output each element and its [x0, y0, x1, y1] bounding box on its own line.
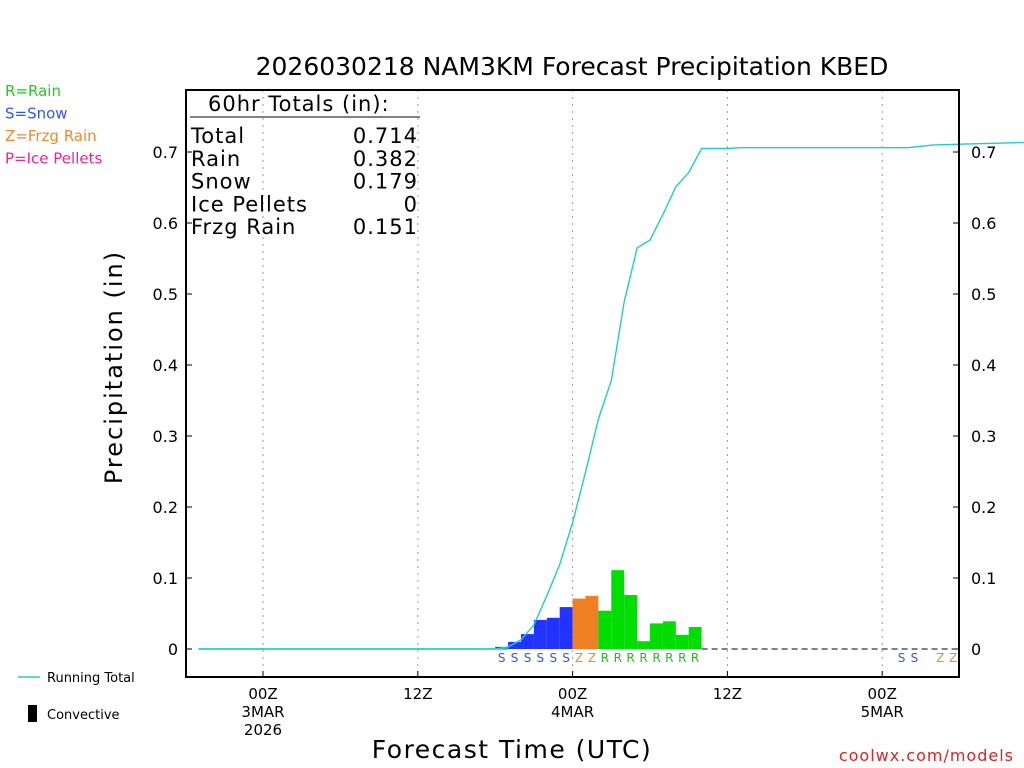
y-tick-label-right: 0.7	[971, 143, 996, 162]
x-tick-label: 00Z	[248, 685, 277, 703]
totals-label: Total	[190, 124, 245, 148]
convective-legend-label: Convective	[47, 708, 120, 723]
totals-label: Ice Pellets	[191, 192, 308, 216]
totals-title: 60hr Totals (in):	[208, 92, 390, 116]
y-axis-right: 0 0.1 0.2 0.3 0.4 0.5 0.6 0.7	[953, 143, 996, 659]
totals-rows: Total 0.714 Rain 0.382 Snow 0.179 Ice Pellets 0…	[190, 124, 418, 239]
x-tick-label: 00Z	[868, 685, 897, 703]
precip-type-letter: R	[678, 651, 686, 665]
y-tick-label-right: 0.1	[971, 569, 996, 588]
legend-entry: S=Snow	[5, 105, 68, 123]
legend-entry: R=Rain	[5, 82, 61, 100]
precip-type-letter: S	[536, 651, 544, 665]
precip-type-letter: R	[639, 651, 647, 665]
precip-type-letter: S	[562, 651, 570, 665]
precip-bar	[585, 595, 599, 650]
x-tick-label: 12Z	[403, 685, 432, 703]
precip-bar	[598, 610, 612, 649]
x-tick-label: 5MAR	[861, 703, 904, 721]
legend-entry: Z=Frzg Rain	[5, 127, 97, 145]
precip-type-letter: Z	[936, 651, 944, 665]
y-tick-label: 0.1	[153, 569, 178, 588]
precip-bar	[688, 627, 702, 649]
y-tick-label-right: 0	[971, 640, 981, 659]
precip-bar	[637, 641, 650, 649]
precip-bar	[650, 623, 663, 649]
precip-bar	[521, 634, 534, 649]
y-tick-label: 0.6	[153, 214, 178, 233]
y-axis-left: 0 0.1 0.2 0.3 0.4 0.5 0.6 0.7	[153, 143, 192, 659]
x-tick-label: 3MAR	[241, 703, 284, 721]
precip-type-letter: S	[898, 651, 906, 665]
precip-bar	[572, 598, 586, 649]
precip-type-letter: R	[614, 651, 622, 665]
series-legend: Running Total Convective	[18, 671, 135, 723]
y-tick-label-right: 0.4	[971, 356, 996, 375]
y-tick-label: 0	[168, 640, 178, 659]
totals-value: 0.714	[353, 124, 418, 148]
precip-bar	[546, 617, 560, 649]
precip-bar	[611, 570, 625, 649]
totals-label: Frzg Rain	[191, 215, 296, 239]
y-tick-label-right: 0.2	[971, 498, 996, 517]
y-tick-label: 0.5	[153, 285, 178, 304]
y-tick-label: 0.4	[153, 356, 178, 375]
running-total-line	[198, 141, 1024, 650]
precip-bar	[662, 621, 676, 649]
y-tick-label-right: 0.5	[971, 285, 996, 304]
precip-bars	[198, 570, 702, 650]
totals-label: Rain	[191, 147, 241, 171]
precip-type-letter: R	[665, 651, 673, 665]
y-tick-label-right: 0.6	[971, 214, 996, 233]
x-tick-label: 00Z	[558, 685, 587, 703]
y-tick-label: 0.7	[153, 143, 178, 162]
precip-type-letter: S	[498, 651, 506, 665]
precip-type-letter: S	[549, 651, 557, 665]
totals-value: 0	[404, 192, 418, 216]
y-tick-label-right: 0.3	[971, 427, 996, 446]
precip-type-letter: R	[691, 651, 699, 665]
precip-bar	[624, 595, 638, 649]
x-tick-label: 4MAR	[551, 703, 594, 721]
x-axis-label: Forecast Time (UTC)	[372, 735, 652, 764]
precip-type-letter: Z	[949, 651, 957, 665]
precip-bar	[559, 607, 573, 649]
convective-swatch	[28, 705, 37, 722]
legend-entry: P=Ice Pellets	[5, 150, 102, 168]
credit-text: coolwx.com/models	[839, 746, 1014, 765]
totals-box: 60hr Totals (in): Total 0.714 Rain 0.382 Sno…	[190, 92, 420, 239]
totals-value: 0.382	[353, 147, 418, 171]
y-tick-label: 0.3	[153, 427, 178, 446]
precip-type-legend: R=Rain S=Snow Z=Frzg Rain P=Ice Pellets	[5, 82, 102, 168]
x-tick-label: 2026	[244, 721, 282, 739]
precip-type-letter: Z	[588, 651, 596, 665]
precip-type-letter: S	[524, 651, 532, 665]
totals-label: Snow	[191, 170, 252, 194]
precip-bar	[675, 634, 689, 649]
precip-type-letter: S	[911, 651, 919, 665]
y-axis-label: Precipitation (in)	[100, 250, 128, 484]
totals-value: 0.151	[353, 215, 418, 239]
precip-bar	[533, 619, 547, 649]
precip-type-letter: R	[652, 651, 660, 665]
precip-type-letter: R	[626, 651, 634, 665]
precip-type-letter: S	[511, 651, 519, 665]
x-tick-label: 12Z	[713, 685, 742, 703]
precip-type-letter: Z	[575, 651, 583, 665]
chart-title: 2026030218 NAM3KM Forecast Precipitation…	[256, 52, 889, 81]
running-total-legend-label: Running Total	[47, 671, 135, 686]
precip-bar	[508, 641, 521, 649]
y-tick-label: 0.2	[153, 498, 178, 517]
precip-type-letter: R	[601, 651, 609, 665]
totals-value: 0.179	[353, 170, 418, 194]
